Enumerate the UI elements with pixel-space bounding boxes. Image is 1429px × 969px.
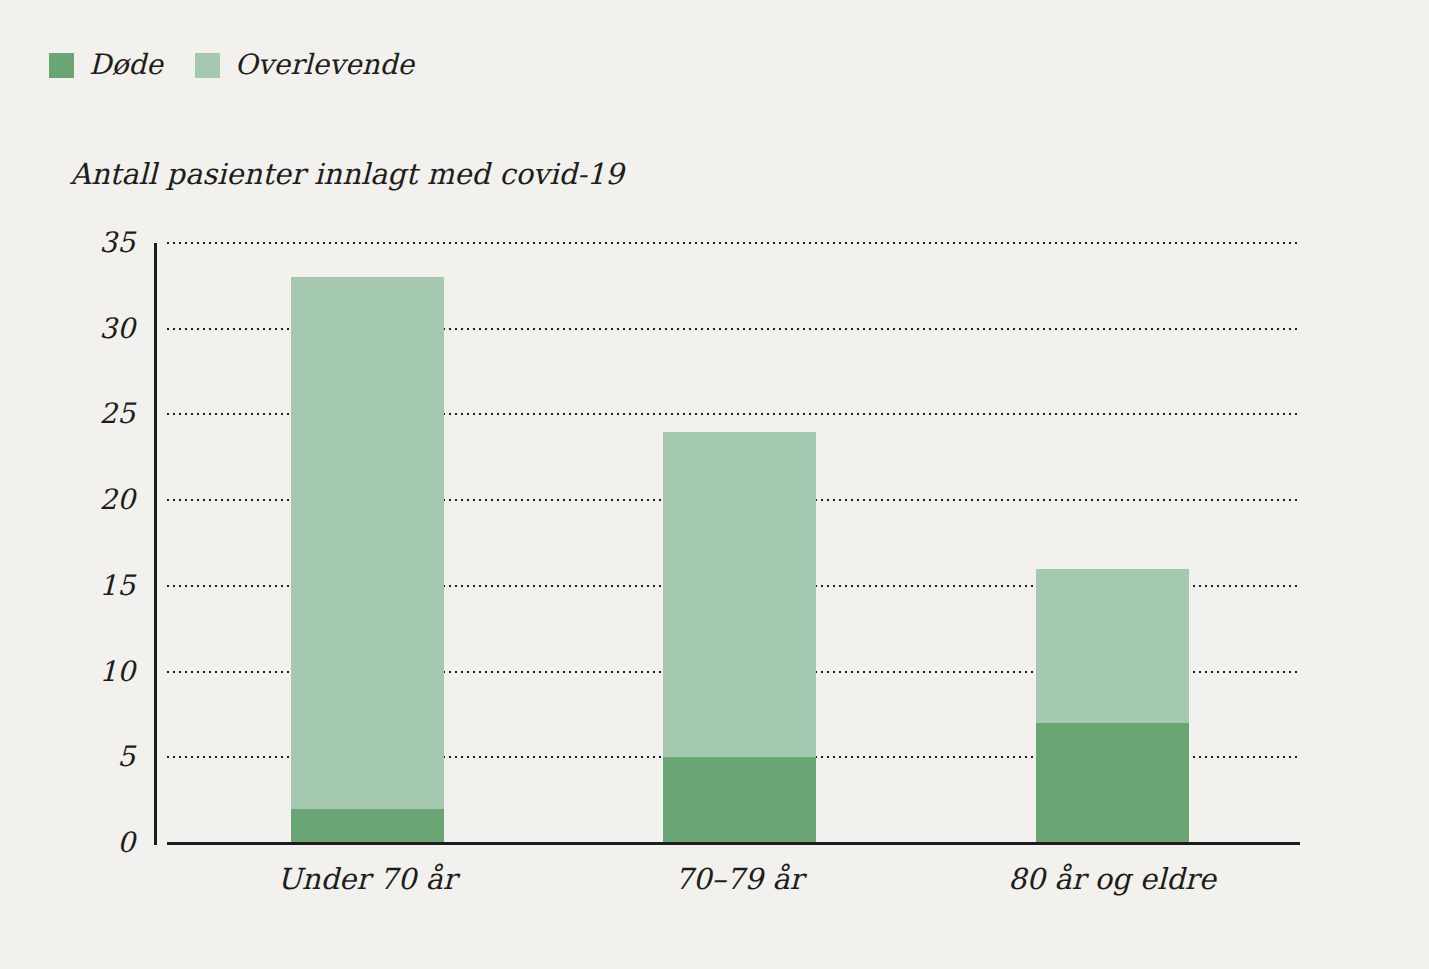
chart-canvas: Døde Overlevende Antall pasienter innlag… (0, 0, 1429, 969)
y-tick-label-25: 25 (40, 397, 135, 431)
x-category-label: 70–79 år (569, 862, 909, 896)
chart-title: Antall pasienter innlagt med covid-19 (70, 157, 624, 191)
y-tick-label-35: 35 (40, 226, 135, 260)
y-tick-label-0: 0 (40, 826, 135, 860)
x-category-label: Under 70 år (197, 862, 537, 896)
gridline-35 (167, 242, 1300, 244)
legend-label-dode: Døde (89, 51, 163, 79)
legend-item-dode: Døde (49, 51, 163, 79)
y-tick-label-30: 30 (40, 312, 135, 346)
x-axis-baseline (167, 842, 1300, 845)
y-tick-label-15: 15 (40, 569, 135, 603)
y-tick-label-10: 10 (40, 655, 135, 689)
legend-label-overlevende: Overlevende (235, 51, 414, 79)
y-tick-label-20: 20 (40, 483, 135, 517)
bar-segment-overlevende (663, 432, 816, 758)
legend-item-overlevende: Overlevende (195, 51, 414, 79)
bar-segment-overlevende (1036, 569, 1189, 723)
dode-swatch-icon (49, 53, 74, 78)
x-category-label: 80 år og eldre (942, 862, 1282, 896)
bar-segment-dode (291, 809, 444, 843)
bar-segment-dode (663, 757, 816, 843)
overlevende-swatch-icon (195, 53, 220, 78)
legend: Døde Overlevende (49, 51, 414, 79)
y-axis-line (154, 243, 157, 845)
bar-segment-dode (1036, 723, 1189, 843)
bar-segment-overlevende (291, 277, 444, 808)
y-tick-label-5: 5 (40, 740, 135, 774)
